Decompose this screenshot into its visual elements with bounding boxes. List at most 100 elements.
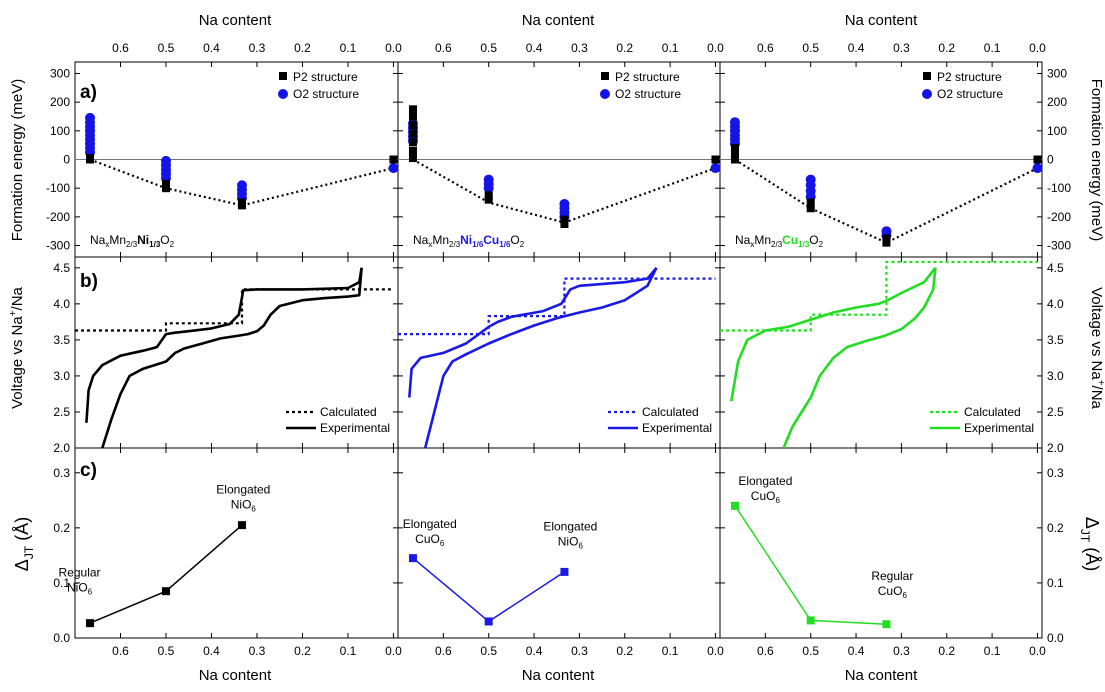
calculated-voltage-line — [398, 277, 716, 336]
bottom-x-tick-label: 0.6 — [757, 644, 774, 658]
bottom-x-tick-label: 0.3 — [571, 644, 588, 658]
convex-hull-line — [412, 158, 716, 224]
bottom-x-tick-label: 0.0 — [1029, 644, 1046, 658]
bottom-x-tick-label: 0.3 — [249, 644, 266, 658]
composition-part: Na — [735, 233, 751, 247]
top-x-tick-label: 0.0 — [707, 41, 724, 55]
y-tick-label-left: 3.5 — [53, 333, 70, 347]
legend-p2-marker — [923, 72, 931, 80]
composition-part: 1/3 — [798, 240, 810, 249]
top-x-tick-label: 0.3 — [571, 41, 588, 55]
composition-part: Mn — [109, 233, 126, 247]
distortion-point — [730, 501, 739, 510]
legend-o2-label: O2 structure — [293, 87, 359, 101]
legend-calculated-label: Calculated — [320, 405, 377, 419]
y-tick-label-left: 3.0 — [53, 369, 70, 383]
top-xlabel: Na content — [845, 12, 918, 29]
composition-part: 2/3 — [771, 240, 783, 249]
composition-part: 2/3 — [449, 240, 461, 249]
y-tick-label-right: -200 — [1047, 210, 1071, 224]
annotation-label: CuO6 — [878, 584, 908, 600]
convex-hull-line — [734, 158, 1038, 244]
composition-part: x — [105, 240, 109, 249]
top-x-tick-label: 0.5 — [480, 41, 497, 55]
composition-part: 2 — [520, 240, 525, 249]
annotation-part: NiO — [231, 498, 252, 512]
annotation-part: 6 — [902, 591, 907, 600]
composition-part: Ni — [137, 233, 149, 247]
y-tick-label-right: 2.5 — [1047, 405, 1064, 419]
y-tick-label-left: 2.0 — [53, 441, 70, 455]
distortion-point — [86, 619, 95, 628]
annotation-label: NiO6 — [558, 535, 584, 551]
y-tick-label-left: 0.0 — [53, 631, 70, 645]
top-xlabel: Na content — [199, 12, 272, 29]
annotation-label: Elongated — [738, 474, 792, 488]
bottom-x-tick-label: 0.4 — [203, 644, 220, 658]
y-tick-label-left: -300 — [46, 239, 70, 253]
experimental-discharge-curve — [85, 267, 363, 423]
distortion-point — [161, 587, 170, 596]
composition-part: 1/6 — [472, 240, 484, 249]
y-tick-label-right: 100 — [1047, 124, 1067, 138]
bottom-x-tick-label: 0.2 — [294, 644, 311, 658]
annotation-part: 6 — [251, 505, 256, 514]
annotation-part: 6 — [578, 542, 583, 551]
y-tick-label-left: 0 — [63, 153, 70, 167]
legend-o2-label: O2 structure — [937, 87, 1003, 101]
top-x-tick-label: 0.2 — [616, 41, 633, 55]
panel-letter-b: b) — [80, 271, 98, 292]
o2-point — [710, 163, 721, 174]
p2-point — [408, 138, 417, 147]
distortion-line — [412, 557, 565, 623]
bottom-x-tick-label: 0.5 — [158, 644, 175, 658]
bottom-x-tick-label: 0.5 — [802, 644, 819, 658]
p2-point — [484, 191, 493, 200]
composition-part: Mn — [754, 233, 771, 247]
composition-part: Cu — [782, 233, 798, 247]
composition-part: 2 — [170, 240, 175, 249]
composition-label: NaxMn2/3Ni1/3O2 — [90, 233, 175, 249]
o2-point — [1032, 163, 1043, 174]
legend-o2-label: O2 structure — [615, 87, 681, 101]
experimental-charge-curve — [423, 267, 658, 448]
convex-hull-line — [89, 158, 394, 207]
top-x-tick-label: 0.4 — [526, 41, 543, 55]
y-tick-label-right: 2.0 — [1047, 441, 1064, 455]
panel-letter-c: c) — [80, 460, 97, 481]
bottom-x-tick-label: 0.6 — [435, 644, 452, 658]
y-tick-label-left: 0.3 — [53, 466, 70, 480]
p2-point — [389, 155, 398, 164]
p2-point — [711, 155, 720, 164]
legend-p2-label: P2 structure — [937, 70, 1002, 84]
top-x-tick-label: 0.6 — [757, 41, 774, 55]
y-tick-label-left: 200 — [50, 95, 70, 109]
legend-p2-label: P2 structure — [293, 70, 358, 84]
p2-point — [408, 129, 417, 138]
panel-frame — [74, 256, 399, 449]
p2-point — [408, 112, 417, 121]
bottom-xlabel: Na content — [522, 667, 595, 684]
annotation-part: CuO — [751, 489, 776, 503]
panel-frame — [719, 447, 1043, 639]
bottom-x-tick-label: 0.5 — [480, 644, 497, 658]
p2-point — [484, 195, 493, 204]
composition-part: 1/3 — [149, 240, 161, 249]
y-tick-label-left: -200 — [46, 210, 70, 224]
ylabel-distortion-right: ΔJT (Å) — [1078, 517, 1102, 571]
composition-part: x — [428, 240, 432, 249]
legend-p2-marker — [279, 72, 287, 80]
bottom-xlabel: Na content — [845, 667, 918, 684]
distortion-point — [408, 554, 417, 563]
top-x-tick-label: 0.6 — [435, 41, 452, 55]
panel-frame — [719, 256, 1043, 449]
distortion-point — [882, 620, 891, 629]
annotation-label: Elongated — [403, 517, 457, 531]
distortion-line — [734, 505, 887, 625]
distortion-point — [237, 521, 246, 530]
p2-point — [237, 198, 246, 207]
annotation-label: NiO6 — [231, 498, 257, 514]
ylabel-formation-left: Formation energy (meV) — [9, 79, 26, 242]
p2-point — [730, 155, 739, 164]
y-tick-label-left: 300 — [50, 66, 70, 80]
